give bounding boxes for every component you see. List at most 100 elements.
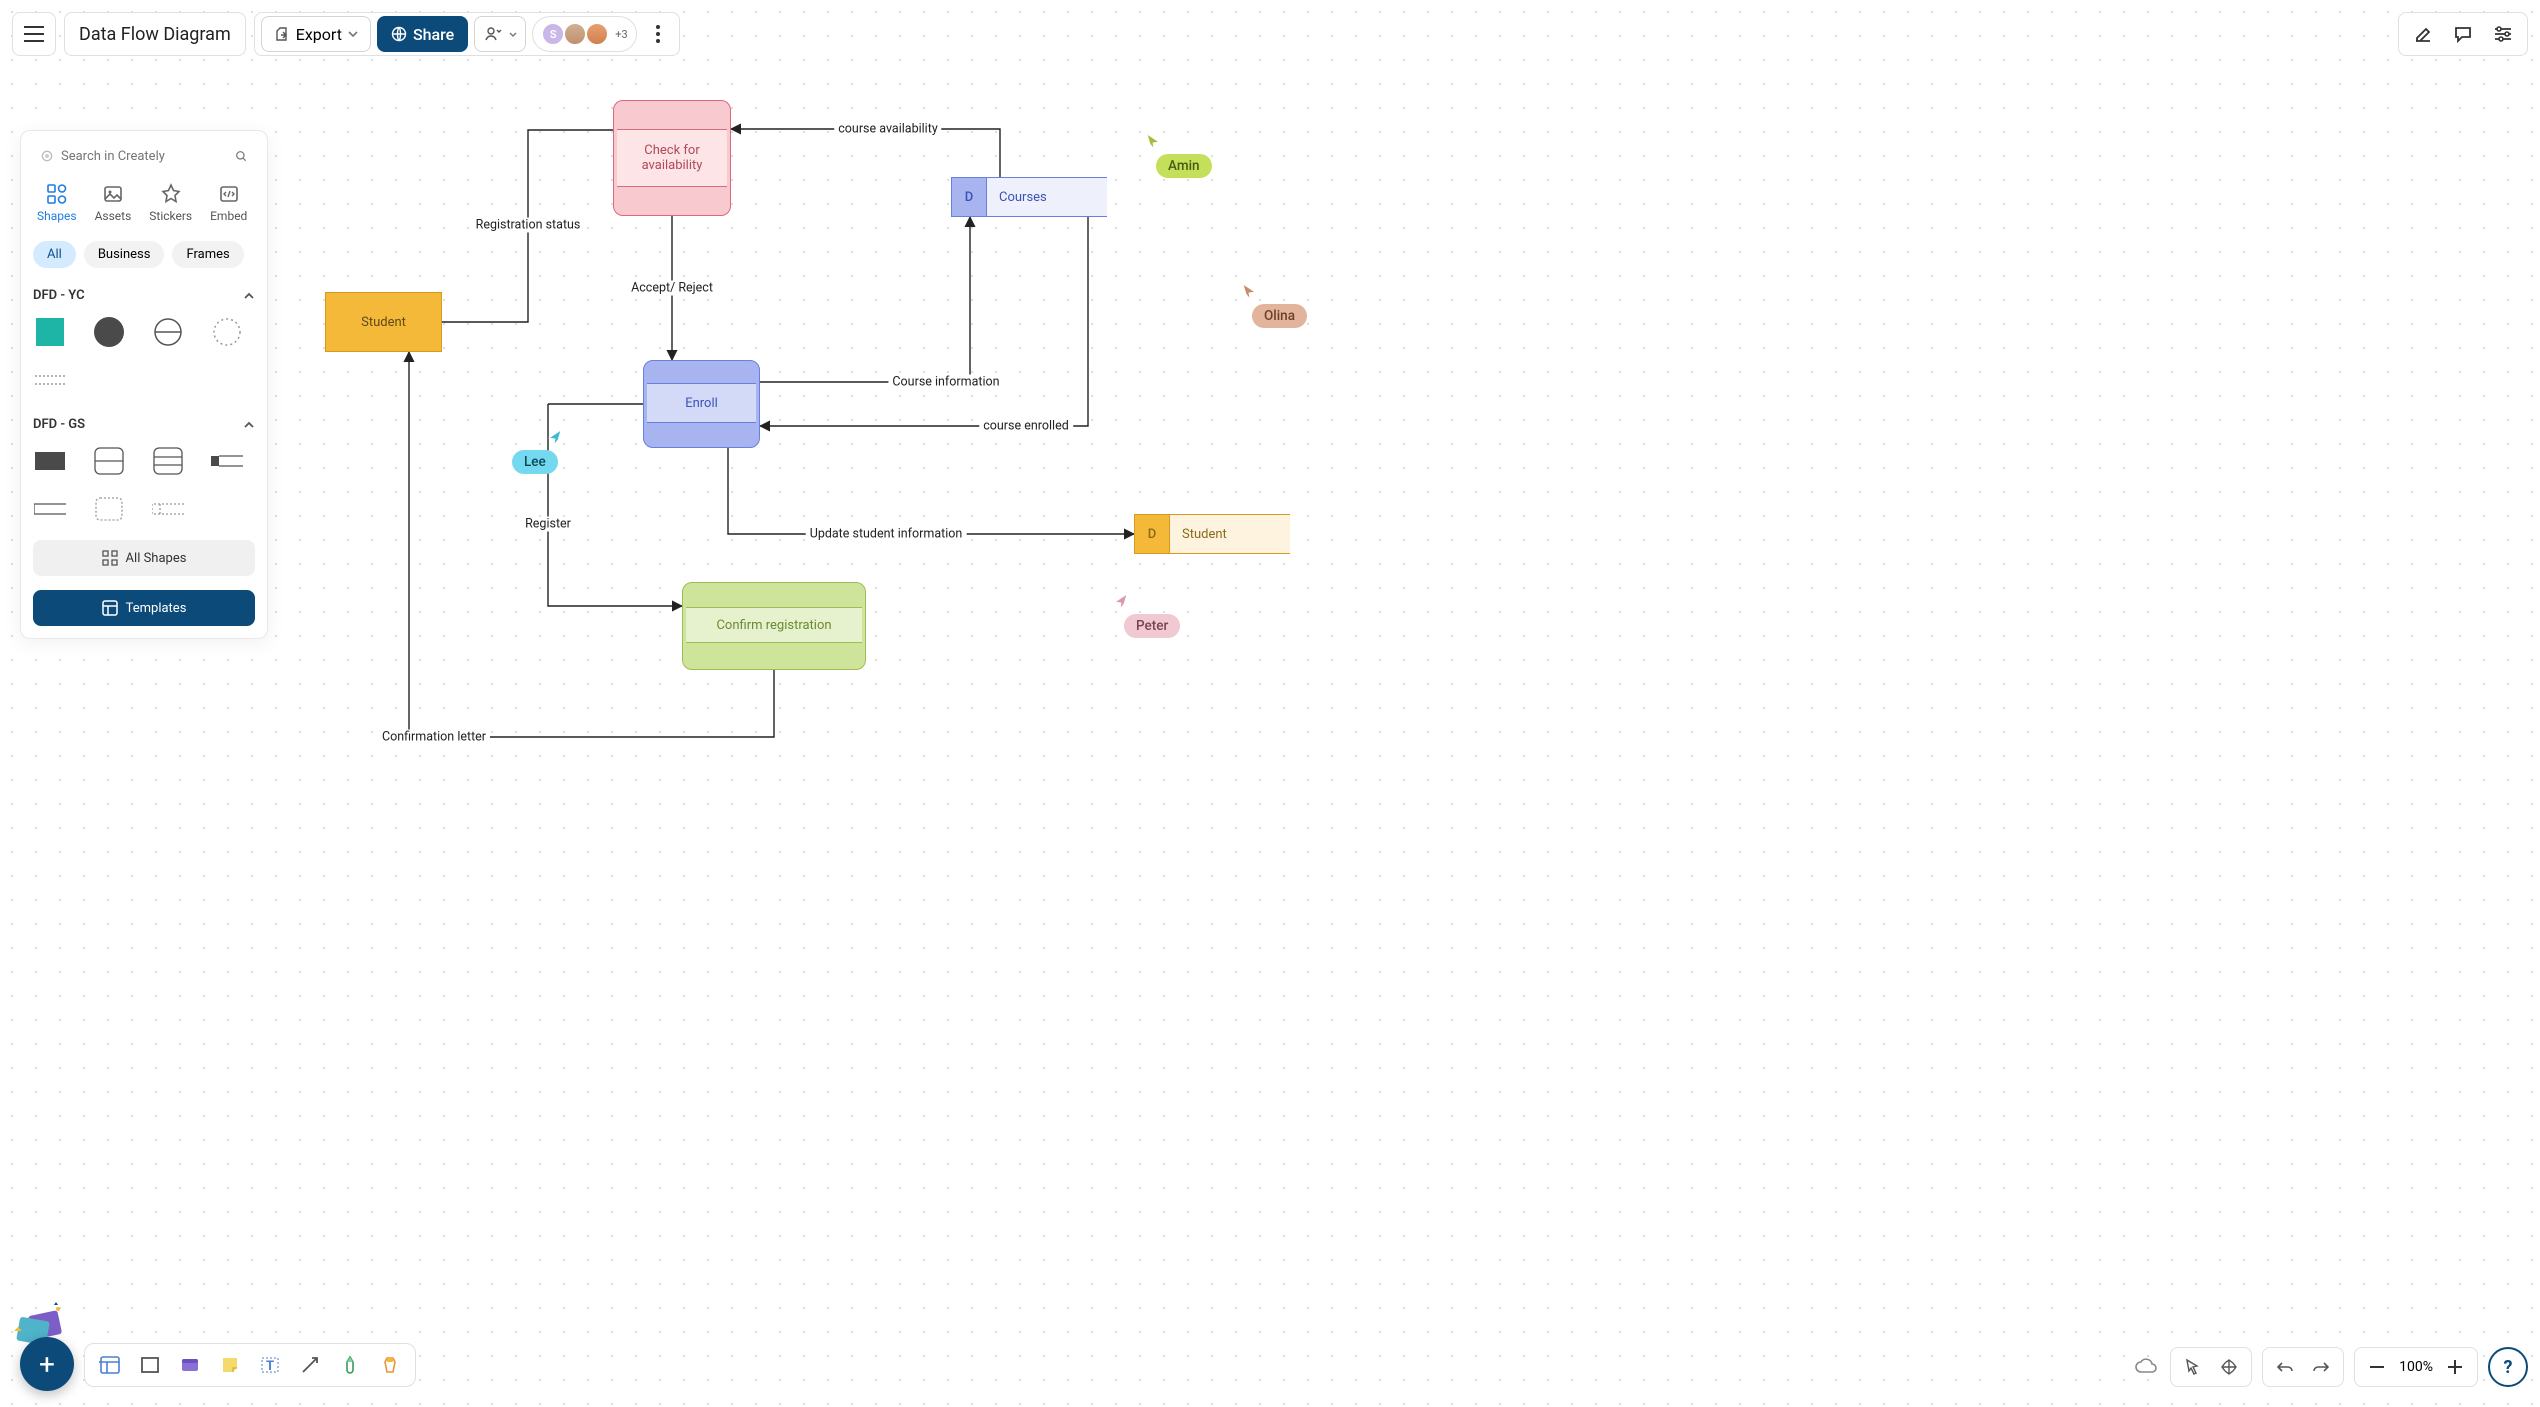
diagram-canvas[interactable]: Check for availability Enroll Confirm regi…	[0, 0, 2540, 1407]
shape-dotted-open[interactable]	[151, 492, 185, 526]
node-student_ds[interactable]: DStudent	[1134, 514, 1290, 554]
redo-button[interactable]	[2307, 1353, 2335, 1381]
share-button[interactable]: Share	[377, 16, 468, 52]
edge-label: Accept/ Reject	[627, 281, 717, 296]
collab-cursor-amin: Amin	[1144, 132, 1212, 178]
doc-title[interactable]: Data Flow Diagram	[64, 12, 246, 56]
collab-button[interactable]	[474, 16, 526, 52]
chevron-down-icon	[348, 31, 358, 37]
template-icon	[102, 600, 118, 616]
shape-open-rect[interactable]	[33, 492, 67, 526]
creately-logo-icon	[41, 147, 53, 165]
tool-sticky[interactable]	[213, 1348, 247, 1382]
export-button[interactable]: Export	[261, 16, 371, 52]
export-icon	[274, 26, 290, 42]
node-check[interactable]: Check for availability	[613, 100, 731, 216]
collab-icon	[483, 24, 503, 44]
shape-dark-circle[interactable]	[92, 315, 126, 349]
shape-dotted-rect[interactable]	[92, 492, 126, 526]
cloud-sync-icon[interactable]	[2132, 1353, 2160, 1381]
avatar: S	[541, 22, 565, 46]
grid-icon	[102, 550, 118, 566]
comment-button[interactable]	[2445, 16, 2481, 52]
tab-stickers[interactable]: Stickers	[149, 183, 192, 223]
tab-assets[interactable]: Assets	[95, 183, 132, 223]
shape-split-rect[interactable]	[92, 444, 126, 478]
top-right-toolbar	[2398, 12, 2528, 56]
shape-split-circle[interactable]	[151, 315, 185, 349]
globe-icon	[391, 26, 407, 42]
tab-shapes[interactable]: Shapes	[37, 183, 77, 223]
search-row	[33, 143, 255, 169]
templates-button[interactable]: Templates	[33, 590, 255, 626]
avatar	[585, 22, 609, 46]
bottom-toolbar: T	[84, 1343, 416, 1387]
collab-cursor-lee: Lee	[512, 428, 564, 474]
left-panel: Shapes Assets Stickers Embed All Busines…	[20, 130, 268, 639]
section-dfd-yc[interactable]: DFD - YC	[33, 288, 255, 303]
shape-triple-rect[interactable]	[151, 444, 185, 478]
shape-dotted-circle[interactable]	[210, 315, 244, 349]
pan-tool[interactable]	[2215, 1353, 2243, 1381]
help-button[interactable]: ?	[2488, 1347, 2528, 1387]
edge-label: Registration status	[472, 218, 585, 233]
shapes-yc	[33, 315, 255, 397]
search-input[interactable]	[61, 149, 227, 164]
tab-embed[interactable]: Embed	[210, 183, 247, 223]
shape-dark-rect[interactable]	[33, 444, 67, 478]
zoom-out[interactable]	[2363, 1353, 2391, 1381]
tool-text[interactable]: T	[253, 1348, 287, 1382]
edge-label: Update student information	[806, 527, 967, 542]
node-enroll[interactable]: Enroll	[643, 360, 760, 448]
edge-label: Confirmation letter	[378, 730, 490, 745]
tool-highlighter[interactable]	[373, 1348, 407, 1382]
edge-label: Register	[521, 517, 575, 532]
zoom-in[interactable]	[2441, 1353, 2469, 1381]
avatar	[563, 22, 587, 46]
collab-cursor-peter: Peter	[1112, 592, 1180, 638]
pointer-tool[interactable]	[2179, 1353, 2207, 1381]
shapes-gs	[33, 444, 255, 526]
bottom-right-controls: 100% ?	[2132, 1347, 2528, 1387]
chevron-down-icon	[509, 32, 517, 37]
add-fab[interactable]: +	[20, 1337, 74, 1391]
filter-pills: All Business Frames	[33, 241, 255, 268]
pointer-controls	[2170, 1347, 2252, 1387]
collab-cursor-olina: Olina	[1240, 282, 1307, 328]
node-student_entity[interactable]: Student	[325, 292, 442, 352]
panel-tabs: Shapes Assets Stickers Embed	[33, 183, 255, 223]
edit-button[interactable]	[2405, 16, 2441, 52]
shape-datastore[interactable]	[210, 444, 244, 478]
tool-rect[interactable]	[133, 1348, 167, 1382]
tool-pen[interactable]	[333, 1348, 367, 1382]
more-menu[interactable]	[643, 25, 673, 43]
tool-arrow[interactable]	[293, 1348, 327, 1382]
tool-card[interactable]	[173, 1348, 207, 1382]
top-toolbar: Data Flow Diagram Export Share S +3	[12, 12, 680, 56]
pill-frames[interactable]: Frames	[172, 241, 243, 268]
hamburger-menu[interactable]	[12, 12, 56, 56]
search-icon[interactable]	[235, 147, 247, 165]
pill-business[interactable]: Business	[84, 241, 165, 268]
shape-teal-square[interactable]	[33, 315, 67, 349]
pill-all[interactable]: All	[33, 241, 76, 268]
shape-dotted-lines[interactable]	[33, 363, 67, 397]
settings-button[interactable]	[2485, 16, 2521, 52]
node-courses_ds[interactable]: DCourses	[951, 177, 1107, 217]
export-label: Export	[296, 25, 342, 44]
all-shapes-button[interactable]: All Shapes	[33, 540, 255, 576]
user-avatars[interactable]: S +3	[532, 16, 636, 52]
tool-frame[interactable]	[93, 1348, 127, 1382]
zoom-level: 100%	[2399, 1359, 2433, 1375]
node-confirm[interactable]: Confirm registration	[682, 582, 866, 670]
edge-label: Course information	[888, 375, 1003, 390]
zoom-controls: 100%	[2354, 1347, 2478, 1387]
svg-text:T: T	[266, 1359, 274, 1374]
top-toolbar-group: Export Share S +3	[254, 12, 680, 56]
chevron-up-icon	[243, 421, 255, 429]
share-label: Share	[413, 25, 454, 44]
undo-redo	[2262, 1347, 2344, 1387]
undo-button[interactable]	[2271, 1353, 2299, 1381]
edge-label: course enrolled	[979, 419, 1073, 434]
section-dfd-gs[interactable]: DFD - GS	[33, 417, 255, 432]
